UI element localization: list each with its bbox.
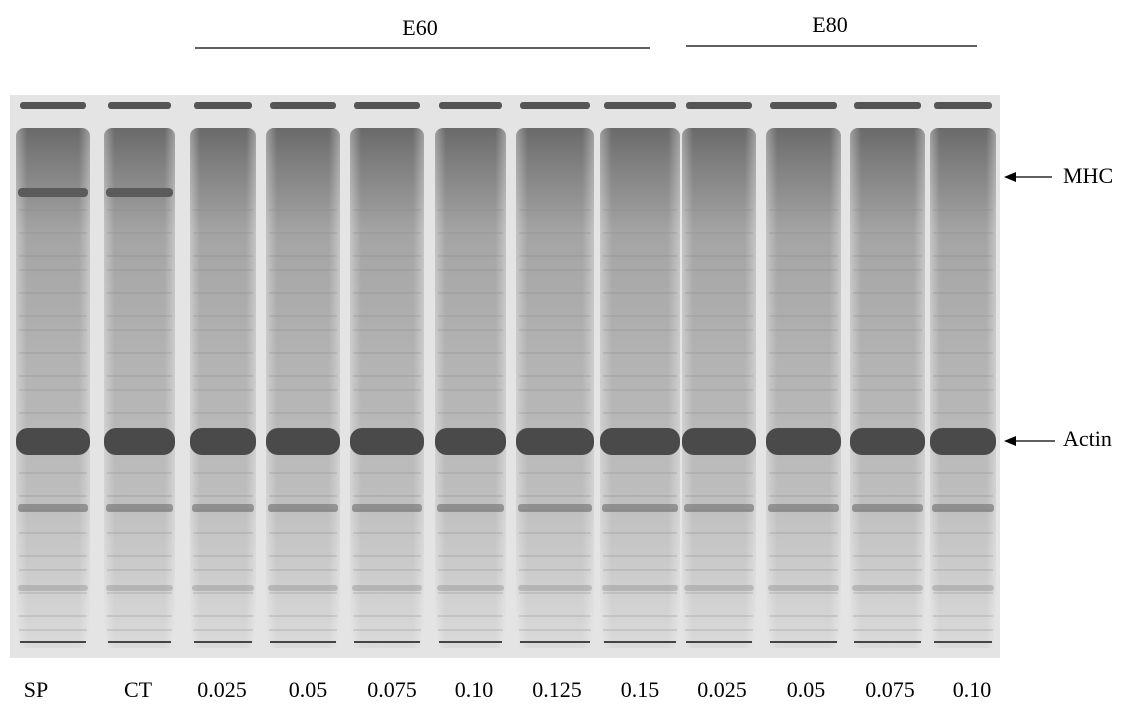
lane-well [194,102,252,109]
band [852,585,923,591]
lane-well [854,102,921,109]
actin-band [435,428,506,455]
lane-edge [190,128,256,648]
lane-well [270,102,336,109]
mhc-band [18,188,88,197]
actin-band [850,428,925,455]
lane-edge [435,128,506,648]
marker-arrow [1004,436,1055,446]
lane-well [439,102,502,109]
band [106,585,173,591]
lane [435,102,506,648]
band [518,585,592,591]
lane [350,102,424,648]
actin-band [600,428,680,455]
lanes [16,102,996,648]
lane-edge [682,128,756,648]
lane-label: 0.025 [697,677,747,702]
band [352,585,422,591]
lane [930,102,996,648]
group-label: E80 [812,12,847,37]
lane-label: CT [124,677,153,702]
actin-band [190,428,256,455]
band [192,504,254,512]
actin-band [516,428,594,455]
band [518,504,592,512]
lane-edge [766,128,841,648]
lane-edge [930,128,996,648]
actin-band [16,428,90,455]
lane-well [520,102,590,109]
actin-band [766,428,841,455]
actin-band [682,428,756,455]
band [684,504,754,512]
band [268,585,338,591]
lane [600,102,680,648]
lane-label: 0.075 [865,677,915,702]
lane-label: 0.15 [621,677,660,702]
band [106,504,173,512]
group-label: E60 [402,15,437,40]
lane-well [686,102,752,109]
lane-well [770,102,837,109]
band [684,585,754,591]
band [352,504,422,512]
actin-band [350,428,424,455]
band [18,504,88,512]
lane-edge [350,128,424,648]
lane [266,102,340,648]
lane-edge [516,128,594,648]
lane-label: 0.10 [455,677,494,702]
lane [104,102,175,648]
band [852,504,923,512]
lane-label: 0.125 [532,677,582,702]
lane-well [20,102,86,109]
band [18,585,88,591]
lane-edge [266,128,340,648]
actin-band [266,428,340,455]
band [192,585,254,591]
marker-label: Actin [1063,426,1112,451]
lane-label: 0.05 [289,677,328,702]
actin-band [930,428,996,455]
lane-well [604,102,676,109]
mhc-band [106,188,173,197]
lane [682,102,756,648]
band [437,585,504,591]
lane-well [934,102,992,109]
lane-label: 0.025 [197,677,247,702]
lane-edge [104,128,175,648]
lane-edge [600,128,680,648]
band [932,504,994,512]
band [602,504,678,512]
lane-label: 0.075 [367,677,417,702]
band [768,504,839,512]
lane [16,102,90,648]
marker-arrow [1004,172,1052,182]
band [932,585,994,591]
lane-label: SP [24,677,48,702]
band [602,585,678,591]
lane [766,102,841,648]
lane-labels: SP CT 0.025 0.05 0.075 0.10 0.125 0.15 0.025 0.05… [24,677,991,702]
lane [190,102,256,648]
lane-label: 0.05 [787,677,826,702]
lane [516,102,594,648]
lane-edge [850,128,925,648]
band [437,504,504,512]
marker-label: MHC [1063,163,1113,188]
lane-edge [16,128,90,648]
lane-well [108,102,171,109]
band [768,585,839,591]
band [268,504,338,512]
lane-label: 0.10 [953,677,992,702]
lane-well [354,102,420,109]
actin-band [104,428,175,455]
lane [850,102,925,648]
